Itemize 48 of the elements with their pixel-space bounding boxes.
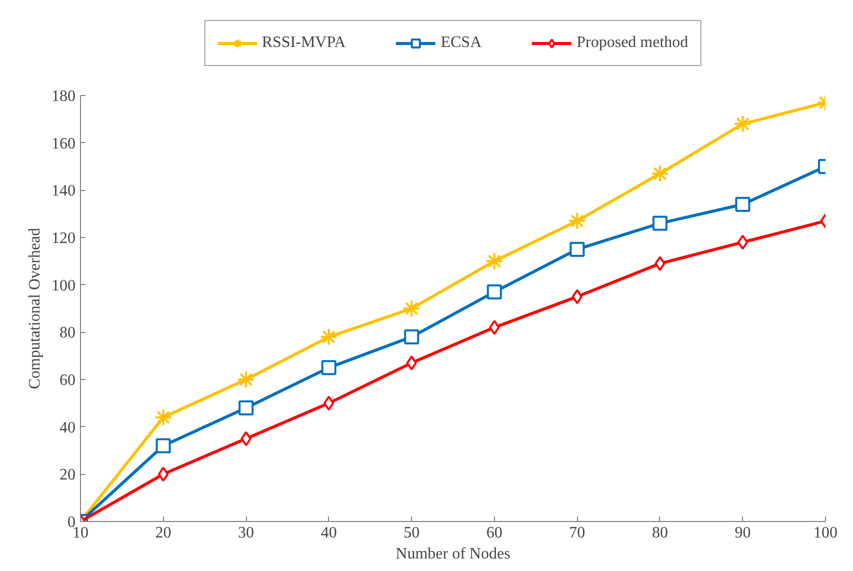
y-tick-label: 20 xyxy=(60,466,76,484)
point xyxy=(321,360,336,376)
point xyxy=(735,196,750,212)
x-tick-label: 50 xyxy=(404,524,420,542)
x-tick-label: 100 xyxy=(814,524,838,542)
point xyxy=(240,431,252,446)
point xyxy=(489,320,500,335)
x-tick-label: 30 xyxy=(238,524,254,542)
y-tick-label: 80 xyxy=(60,324,76,342)
point xyxy=(320,328,338,346)
point xyxy=(652,216,668,231)
point xyxy=(486,284,502,300)
legend-label: RSSI-MVPA xyxy=(262,34,346,52)
y-tick-label: 140 xyxy=(52,182,76,200)
legend-label: ECSA xyxy=(440,34,482,52)
point xyxy=(324,396,334,411)
x-tick-label: 20 xyxy=(155,524,172,542)
y-tick-label: 120 xyxy=(52,230,76,247)
point xyxy=(650,164,669,183)
point xyxy=(572,289,582,304)
y-tick-label: 0 xyxy=(68,514,76,531)
y-tick-label: 60 xyxy=(60,372,76,389)
point xyxy=(404,329,420,344)
y-tick-label: 100 xyxy=(52,277,76,294)
y-axis-title: Computational Overhead xyxy=(26,228,44,390)
point xyxy=(737,234,748,250)
point xyxy=(485,252,504,270)
point xyxy=(238,400,254,416)
legend-label: Proposed method xyxy=(576,34,688,52)
point xyxy=(406,355,417,370)
point xyxy=(156,438,171,454)
point xyxy=(158,466,169,482)
point xyxy=(570,242,585,257)
point xyxy=(568,212,586,230)
x-tick-label: 70 xyxy=(569,524,586,542)
x-tick-label: 60 xyxy=(486,524,502,542)
y-tick-label: 160 xyxy=(52,135,76,152)
y-tick-label: 180 xyxy=(52,88,76,105)
y-tick-label: 40 xyxy=(60,419,76,436)
point xyxy=(402,300,421,318)
x-tick-label: 40 xyxy=(320,524,337,542)
point xyxy=(734,114,752,133)
x-tick-label: 80 xyxy=(652,524,668,542)
point xyxy=(654,256,666,272)
x-axis-title: Number of Nodes xyxy=(396,546,510,562)
x-tick-label: 90 xyxy=(734,524,751,542)
point xyxy=(237,370,256,388)
point xyxy=(154,408,172,426)
